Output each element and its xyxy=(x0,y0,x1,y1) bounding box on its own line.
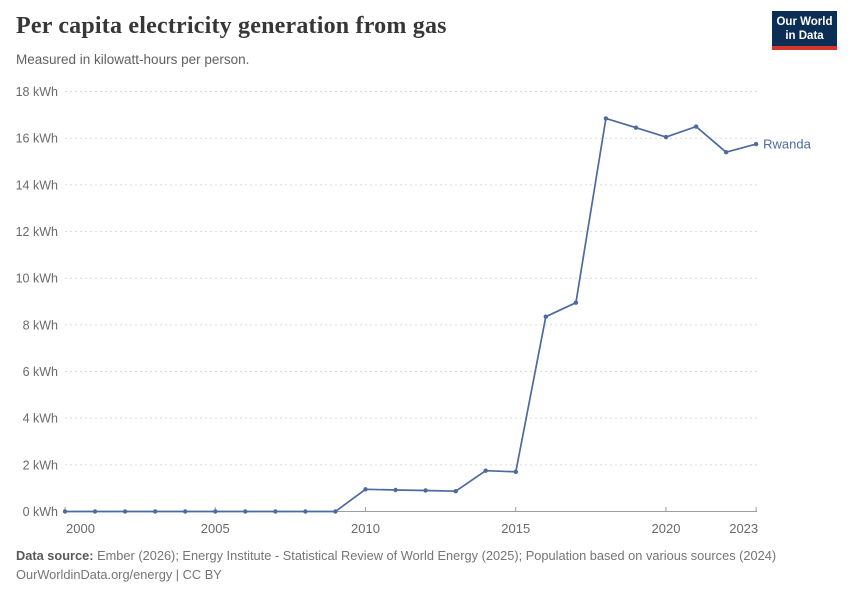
y-axis-label: 2 kWh xyxy=(23,458,58,472)
data-point-marker xyxy=(62,509,68,514)
data-point-marker xyxy=(483,468,488,473)
x-axis-label: 2000 xyxy=(66,521,95,536)
data-point-marker xyxy=(122,509,128,514)
owid-logo: Our World in Data xyxy=(772,11,837,50)
data-point-marker xyxy=(423,488,428,493)
series-label: Rwanda xyxy=(763,137,811,152)
data-point-marker xyxy=(92,509,98,514)
data-point-marker xyxy=(183,509,188,514)
data-point-marker xyxy=(273,509,278,514)
x-axis-label: 2023 xyxy=(729,521,758,536)
data-point-marker xyxy=(723,150,729,155)
x-axis-label: 2010 xyxy=(351,521,380,536)
y-axis-label: 16 kWh xyxy=(16,132,58,146)
page-title: Per capita electricity generation from g… xyxy=(16,13,447,39)
y-axis-label: 10 kWh xyxy=(16,272,58,286)
y-axis-label: 0 kWh xyxy=(23,505,58,519)
license-line: OurWorldinData.org/energy | CC BY xyxy=(16,567,222,582)
data-point-marker xyxy=(303,509,308,514)
x-axis-label: 2015 xyxy=(501,521,530,536)
data-point-marker xyxy=(513,469,518,474)
y-axis-label: 12 kWh xyxy=(16,225,58,239)
y-axis-label: 8 kWh xyxy=(23,318,58,332)
data-point-marker xyxy=(213,509,218,514)
data-point-marker xyxy=(393,487,398,493)
data-point-marker xyxy=(753,141,759,147)
owid-logo-line2: in Data xyxy=(785,30,824,42)
chart-plot-area: 0 kWh 2 kWh 4 kWh 6 kWh 8 kWh 10 kWh 12 kWh 14 … xyxy=(16,85,812,536)
x-axis-label: 2005 xyxy=(201,521,230,536)
data-point-marker xyxy=(153,509,158,514)
data-point-marker xyxy=(333,509,338,514)
y-axis-label: 14 kWh xyxy=(16,178,58,192)
data-point-marker xyxy=(693,124,699,129)
y-axis-label: 6 kWh xyxy=(23,365,58,379)
data-source-text: Ember (2026); Energy Institute - Statist… xyxy=(93,548,777,563)
data-point-marker xyxy=(543,314,548,319)
data-point-marker xyxy=(453,489,458,494)
y-axis-label: 18 kWh xyxy=(16,85,58,99)
data-source-label: Data source: xyxy=(16,548,94,563)
data-line xyxy=(64,117,757,513)
owid-logo-line1: Our World xyxy=(776,16,833,28)
chart-subtitle: Measured in kilowatt-hours per person. xyxy=(16,52,250,67)
data-point-marker xyxy=(573,300,579,305)
data-point-marker xyxy=(663,134,669,140)
data-point-marker xyxy=(363,487,368,492)
data-source-line: Data source: Ember (2026); Energy Instit… xyxy=(16,546,836,565)
data-point-marker xyxy=(633,125,639,130)
y-axis-label: 4 kWh xyxy=(23,412,58,426)
data-point-marker xyxy=(243,509,248,514)
x-axis-label: 2020 xyxy=(652,521,681,536)
data-point-marker xyxy=(603,116,609,121)
chart-footer: Data source: Ember (2026); Energy Instit… xyxy=(16,546,836,584)
